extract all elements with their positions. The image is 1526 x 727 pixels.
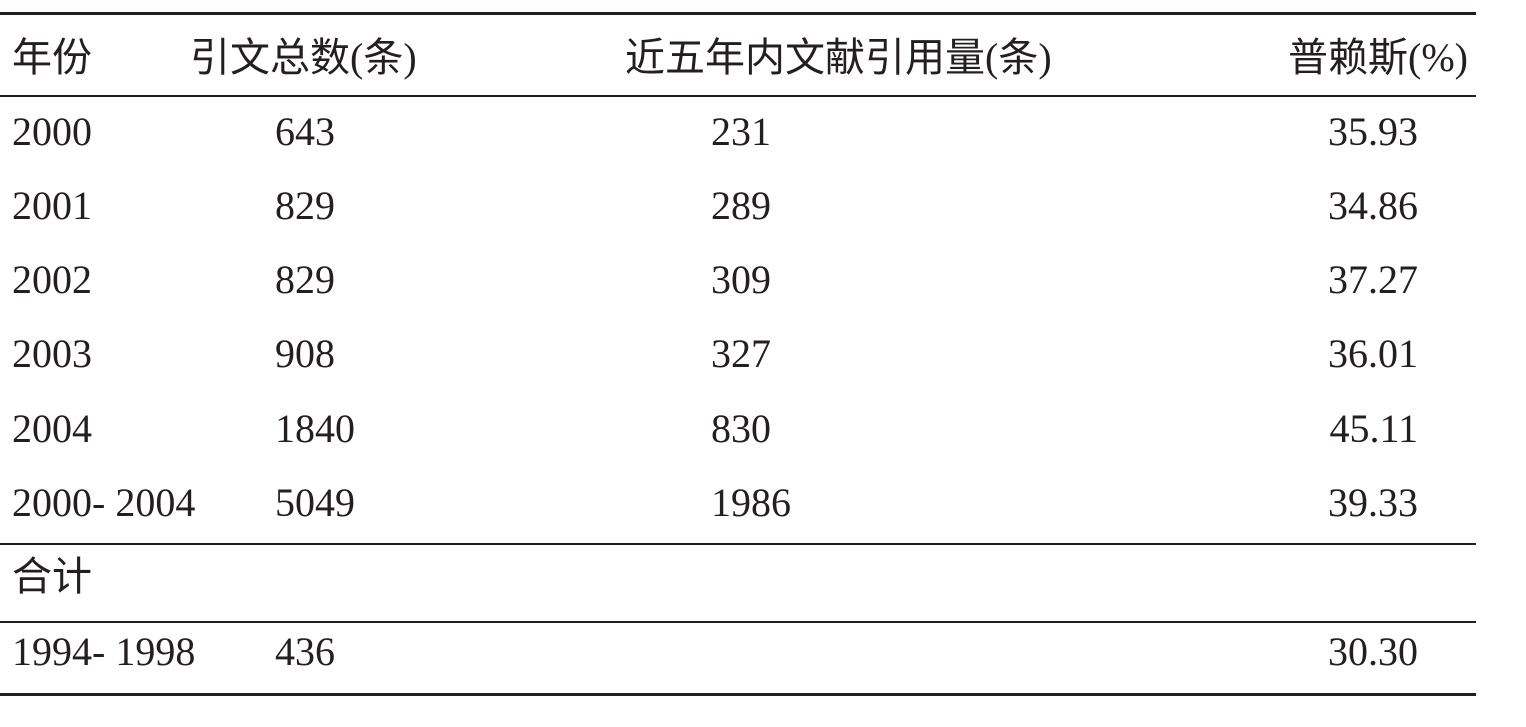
table-cell: 830 bbox=[711, 406, 771, 451]
table-cell: 45.11 bbox=[1329, 406, 1418, 451]
table-cell: 5049 bbox=[275, 480, 355, 525]
table-cell: 908 bbox=[275, 331, 335, 376]
table-cell: 2000 bbox=[12, 109, 92, 154]
table-cell: 合计 bbox=[12, 554, 92, 599]
table-cell: 2003 bbox=[12, 331, 92, 376]
table-cell: 30.30 bbox=[1328, 629, 1418, 674]
table-cell: 1840 bbox=[275, 406, 355, 451]
table-cell: 643 bbox=[275, 109, 335, 154]
row-rule bbox=[0, 543, 1476, 545]
header-cell: 近五年内文献引用量(条) bbox=[625, 35, 1052, 80]
table-cell: 231 bbox=[711, 109, 771, 154]
table-cell: 1994- 1998 bbox=[12, 629, 196, 674]
table-cell: 2001 bbox=[12, 183, 92, 228]
table-cell: 2002 bbox=[12, 257, 92, 302]
table-cell: 36.01 bbox=[1328, 331, 1418, 376]
table-cell: 2000- 2004 bbox=[12, 480, 196, 525]
table-cell: 37.27 bbox=[1328, 257, 1418, 302]
table-cell: 34.86 bbox=[1328, 183, 1418, 228]
header-cell: 引文总数(条) bbox=[190, 35, 417, 80]
header-rule bbox=[0, 95, 1476, 97]
bottom-rule bbox=[0, 693, 1476, 696]
table-cell: 35.93 bbox=[1328, 109, 1418, 154]
table-cell: 1986 bbox=[711, 480, 791, 525]
table-cell: 829 bbox=[275, 183, 335, 228]
table-cell: 309 bbox=[711, 257, 771, 302]
top-rule bbox=[0, 12, 1476, 15]
header-cell: 普赖斯(%) bbox=[1288, 35, 1468, 80]
table-cell: 2004 bbox=[12, 406, 92, 451]
table-cell: 829 bbox=[275, 257, 335, 302]
table-cell: 436 bbox=[275, 629, 335, 674]
header-cell: 年份 bbox=[12, 35, 92, 80]
table-cell: 327 bbox=[711, 331, 771, 376]
table-cell: 289 bbox=[711, 183, 771, 228]
table-cell: 39.33 bbox=[1328, 480, 1418, 525]
row-rule bbox=[0, 621, 1476, 623]
